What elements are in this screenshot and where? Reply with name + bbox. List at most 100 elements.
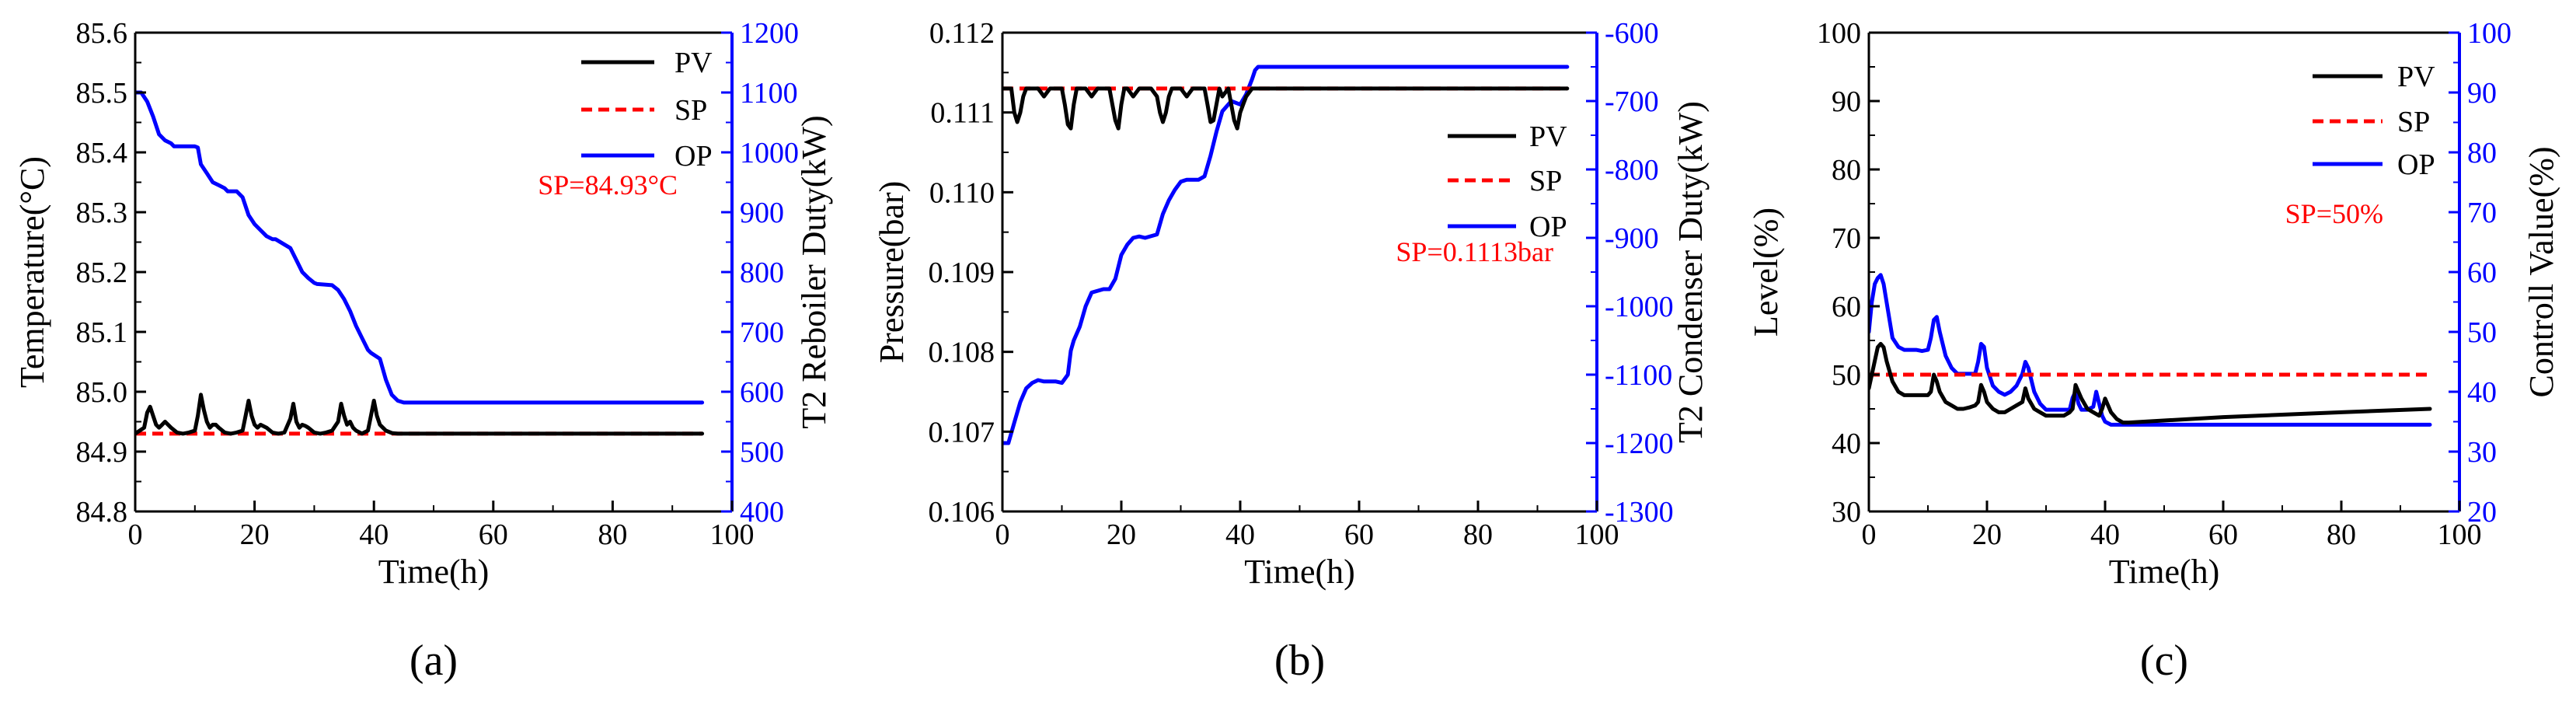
legend-label-op: OP — [675, 140, 713, 173]
y2-tick-label: -1100 — [1605, 359, 1672, 392]
x-tick-label: 100 — [710, 518, 755, 551]
y-tick-label: 30 — [1832, 496, 1861, 529]
x-tick-label: 80 — [2327, 518, 2356, 551]
legend-label-op: OP — [2397, 148, 2435, 181]
y2-tick-label: -900 — [1605, 222, 1659, 255]
legend-label-sp: SP — [2397, 106, 2430, 138]
y-tick-label: 85.1 — [76, 316, 128, 349]
chart-panel-2: 0 20 40 60 80 100 0.106 0.107 0.108 0.109 0.110 0.1… — [873, 17, 1710, 685]
legend-label-sp: SP — [1529, 165, 1562, 197]
y-tick-label: 85.5 — [76, 77, 128, 110]
y2-tick-label: 50 — [2467, 316, 2497, 349]
y2-tick-label: -600 — [1605, 17, 1659, 50]
panel-label: (a) — [410, 637, 458, 685]
y2-tick-label: 20 — [2467, 496, 2497, 529]
y2-tick-label: 1000 — [740, 137, 799, 169]
y-tick-label: 84.8 — [76, 496, 128, 529]
sp-annotation: SP=0.1113bar — [1396, 236, 1553, 267]
x-tick-label: 0 — [1862, 518, 1877, 551]
y2-tick-label: 1200 — [740, 17, 799, 50]
y2-tick-label: -800 — [1605, 154, 1659, 187]
y2-tick-label: 40 — [2467, 376, 2497, 409]
y2-tick-label: 80 — [2467, 137, 2497, 169]
x-tick-label: 0 — [128, 518, 143, 551]
legend-label-pv: PV — [1529, 120, 1567, 153]
y2-tick-label: 100 — [2467, 17, 2512, 50]
y2-tick-label: -1300 — [1605, 496, 1674, 529]
y2-tick-label: -1200 — [1605, 428, 1674, 460]
y-tick-label: 60 — [1832, 291, 1861, 323]
sp-annotation: SP=50% — [2285, 198, 2383, 229]
x-tick-label: 0 — [995, 518, 1010, 551]
y2-tick-label: 600 — [740, 376, 784, 409]
y2-tick-label: 900 — [740, 197, 784, 229]
legend: PV SP OP — [1448, 120, 1567, 243]
y2-tick-label: 400 — [740, 496, 784, 529]
y-tick-label: 85.0 — [76, 376, 128, 409]
y2-tick-label: 500 — [740, 436, 784, 469]
y2-tick-label: 1100 — [740, 77, 798, 110]
x-tick-label: 60 — [479, 518, 508, 551]
y2-tick-label: -700 — [1605, 86, 1659, 118]
y-tick-label: 0.109 — [929, 257, 995, 289]
y-tick-label: 0.107 — [929, 416, 995, 449]
x-tick-label: 40 — [1225, 518, 1255, 551]
y2-tick-label: 700 — [740, 316, 784, 349]
y-tick-label: 50 — [1832, 359, 1861, 392]
x-tick-label: 80 — [598, 518, 627, 551]
y-tick-label: 0.110 — [929, 176, 995, 209]
chart-panel-1: 0 20 40 60 80 100 84.8 84.9 85.0 85.1 85.2 85.3 85.4… — [13, 17, 833, 685]
y-axis-title: Pressure(bar) — [873, 181, 911, 364]
y-tick-label: 84.9 — [76, 436, 128, 469]
x-tick-label: 100 — [1575, 518, 1619, 551]
y-tick-label: 40 — [1832, 428, 1861, 460]
y-tick-label: 70 — [1832, 222, 1861, 255]
legend-label-sp: SP — [675, 94, 707, 127]
y2-axis-title: T2 Condenser Duty(kW) — [1671, 101, 1710, 443]
series-op-line — [1869, 273, 2432, 427]
y2-tick-label: 800 — [740, 257, 784, 289]
y-tick-label: 85.3 — [76, 197, 128, 229]
sp-annotation: SP=84.93°C — [538, 169, 678, 201]
series-pv-line — [1002, 86, 1570, 131]
y2-axis-title: Controll Value(%) — [2522, 146, 2560, 397]
y2-axis-title: T2 Reboiler Duty(kW) — [795, 115, 833, 428]
y-tick-label: 0.111 — [930, 97, 995, 130]
panel-label: (b) — [1274, 637, 1325, 685]
x-axis-title: Time(h) — [378, 553, 490, 591]
legend-label-pv: PV — [2397, 61, 2435, 93]
y2-tick-label: -1000 — [1605, 291, 1674, 323]
y2-tick-label: 70 — [2467, 197, 2497, 229]
y-tick-label: 0.112 — [929, 17, 995, 50]
y-tick-label: 100 — [1817, 17, 1861, 50]
y-tick-label: 0.108 — [929, 337, 995, 369]
x-tick-label: 20 — [240, 518, 270, 551]
x-tick-label: 40 — [2090, 518, 2120, 551]
legend: PV SP OP — [2313, 61, 2435, 181]
series-op-line — [1002, 65, 1570, 445]
y-tick-label: 90 — [1832, 86, 1861, 118]
legend-label-op: OP — [1529, 211, 1567, 243]
y2-tick-label: 90 — [2467, 77, 2497, 110]
chart-panel-3: 0 20 40 60 80 1003040506070809010020304050607… — [1747, 17, 2560, 685]
x-tick-label: 80 — [1463, 518, 1493, 551]
y-axis-title: Temperature(°C) — [13, 156, 51, 388]
y2-tick-label: 30 — [2467, 436, 2497, 469]
series-op-line — [135, 90, 705, 405]
legend: PV SP OP — [581, 47, 713, 173]
y-tick-label: 85.2 — [76, 257, 128, 289]
x-tick-label: 20 — [1972, 518, 2002, 551]
x-axis-title: Time(h) — [1244, 553, 1355, 591]
y-tick-label: 80 — [1832, 154, 1861, 187]
x-tick-label: 100 — [2438, 518, 2482, 551]
x-tick-label: 60 — [1344, 518, 1374, 551]
series-pv-line — [1869, 341, 2432, 425]
panel-label: (c) — [2140, 637, 2188, 685]
y-tick-label: 0.106 — [929, 496, 995, 529]
x-tick-label: 60 — [2208, 518, 2238, 551]
legend-label-pv: PV — [675, 47, 713, 79]
y-tick-label: 85.4 — [76, 137, 128, 169]
x-tick-label: 40 — [359, 518, 389, 551]
